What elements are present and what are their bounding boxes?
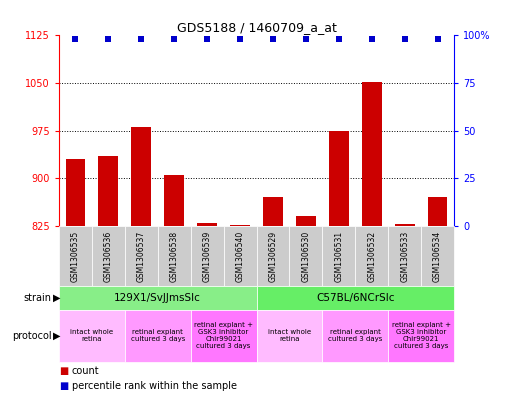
Point bbox=[334, 36, 343, 42]
Point bbox=[302, 36, 310, 42]
Text: ▶: ▶ bbox=[53, 331, 60, 341]
Text: retinal explant
cultured 3 days: retinal explant cultured 3 days bbox=[328, 329, 382, 342]
Text: GSM1306534: GSM1306534 bbox=[433, 230, 442, 282]
Text: GSM1306539: GSM1306539 bbox=[203, 230, 212, 282]
Text: percentile rank within the sample: percentile rank within the sample bbox=[72, 381, 237, 391]
Text: GSM1306531: GSM1306531 bbox=[334, 230, 343, 281]
Text: strain: strain bbox=[23, 293, 51, 303]
Point bbox=[71, 36, 80, 42]
Text: C57BL/6NCrSlc: C57BL/6NCrSlc bbox=[316, 293, 394, 303]
Bar bbox=[131, 127, 151, 226]
Text: GSM1306530: GSM1306530 bbox=[301, 230, 310, 282]
Bar bbox=[98, 156, 118, 226]
Point bbox=[137, 36, 145, 42]
Text: GSM1306533: GSM1306533 bbox=[400, 230, 409, 282]
Text: ■: ■ bbox=[59, 381, 68, 391]
Point bbox=[104, 36, 112, 42]
Text: ▶: ▶ bbox=[53, 293, 60, 303]
Bar bbox=[197, 223, 217, 226]
Point bbox=[401, 36, 409, 42]
Bar bbox=[329, 130, 349, 226]
Bar bbox=[66, 159, 85, 226]
Bar bbox=[394, 224, 415, 226]
Point bbox=[236, 36, 244, 42]
Text: GSM1306532: GSM1306532 bbox=[367, 230, 376, 281]
Title: GDS5188 / 1460709_a_at: GDS5188 / 1460709_a_at bbox=[176, 21, 337, 34]
Bar bbox=[428, 197, 447, 226]
Text: GSM1306535: GSM1306535 bbox=[71, 230, 80, 282]
Bar bbox=[164, 175, 184, 226]
Point bbox=[203, 36, 211, 42]
Text: count: count bbox=[72, 366, 100, 376]
Text: retinal explant +
GSK3 inhibitor
Chir99021
cultured 3 days: retinal explant + GSK3 inhibitor Chir990… bbox=[391, 323, 450, 349]
Point bbox=[269, 36, 277, 42]
Text: 129X1/SvJJmsSlc: 129X1/SvJJmsSlc bbox=[114, 293, 201, 303]
Text: GSM1306529: GSM1306529 bbox=[268, 230, 278, 281]
Text: GSM1306540: GSM1306540 bbox=[235, 230, 245, 282]
Text: retinal explant
cultured 3 days: retinal explant cultured 3 days bbox=[131, 329, 185, 342]
Point bbox=[170, 36, 179, 42]
Text: GSM1306538: GSM1306538 bbox=[170, 230, 179, 281]
Text: intact whole
retina: intact whole retina bbox=[70, 329, 113, 342]
Text: ■: ■ bbox=[59, 366, 68, 376]
Bar bbox=[230, 225, 250, 226]
Point bbox=[433, 36, 442, 42]
Text: retinal explant +
GSK3 inhibitor
Chir99021
cultured 3 days: retinal explant + GSK3 inhibitor Chir990… bbox=[194, 323, 253, 349]
Text: intact whole
retina: intact whole retina bbox=[268, 329, 311, 342]
Point bbox=[368, 36, 376, 42]
Bar bbox=[296, 217, 315, 226]
Text: GSM1306537: GSM1306537 bbox=[137, 230, 146, 282]
Text: GSM1306536: GSM1306536 bbox=[104, 230, 113, 282]
Text: protocol: protocol bbox=[12, 331, 51, 341]
Bar bbox=[263, 197, 283, 226]
Bar bbox=[362, 82, 382, 226]
